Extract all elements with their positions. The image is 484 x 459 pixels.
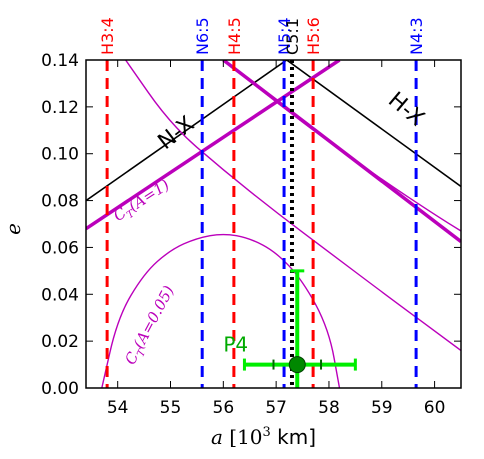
y-tick-label: 0.06 xyxy=(41,238,79,258)
y-tick-label: 0.04 xyxy=(41,285,79,305)
contour-curve-2 xyxy=(222,60,461,232)
crossing-line-h-x xyxy=(286,60,461,188)
x-axis-label: a [103 km] xyxy=(211,425,316,449)
plot-frame xyxy=(85,59,462,389)
planet-label: P4 xyxy=(223,333,248,357)
planet-point xyxy=(288,356,306,374)
y-tick-label: 0.02 xyxy=(41,332,79,352)
y-axis-label: e xyxy=(1,223,25,235)
x-tick-label: 56 xyxy=(213,398,235,418)
label-h-x: H-X xyxy=(383,88,429,132)
x-tick-label: 55 xyxy=(160,398,182,418)
resonance-label-n5-4: N5:4 xyxy=(275,17,294,55)
x-tick-label: 57 xyxy=(265,398,287,418)
data-layer xyxy=(86,60,461,388)
x-tick-label: 60 xyxy=(424,398,446,418)
y-tick-label: 0.12 xyxy=(41,98,79,118)
resonance-label-h3-4: H3:4 xyxy=(98,17,117,55)
contour-curve-0 xyxy=(125,60,461,352)
contour-curve-1 xyxy=(101,233,341,388)
x-tick-label: 58 xyxy=(318,398,340,418)
x-tick-label: 54 xyxy=(107,398,129,418)
crossing-line-magenta-2 xyxy=(86,60,341,231)
y-tick-label: 0.00 xyxy=(41,379,79,399)
y-tick-label: 0.14 xyxy=(41,51,79,71)
resonance-label-h5-6: H5:6 xyxy=(304,17,323,55)
resonance-label-h4-5: H4:5 xyxy=(225,17,244,55)
resonance-label-c5-1: C5:1 xyxy=(283,18,302,55)
y-tick-label: 0.08 xyxy=(41,192,79,212)
y-tick-label: 0.10 xyxy=(41,145,79,165)
resonance-label-n6-5: N6:5 xyxy=(193,17,212,55)
contour-label-a1: CT(A=1) xyxy=(110,176,174,228)
contour-label-a005: CT(A=0.05) xyxy=(121,283,180,370)
resonance-label-n4-3: N4:3 xyxy=(407,17,426,55)
x-tick-label: 59 xyxy=(371,398,393,418)
